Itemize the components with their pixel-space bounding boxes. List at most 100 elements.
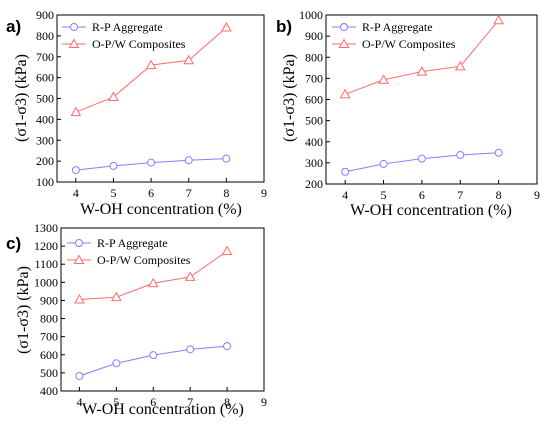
x-axis-title: W-OH concentration (%) [80, 201, 242, 218]
legend-item: R-P Aggregate [62, 20, 163, 34]
y-axis-title: (σ1-σ3) (kPa) [13, 54, 30, 142]
y-tick-label: 500 [40, 366, 58, 380]
y-axis-title: (σ1-σ3) (kPa) [281, 54, 298, 142]
data-point [494, 148, 503, 157]
x-tick-label: 7 [187, 395, 193, 409]
y-tick-label: 200 [305, 177, 323, 191]
data-point [147, 158, 156, 167]
y-tick-label: 1200 [34, 239, 58, 253]
x-tick-label: 9 [261, 186, 267, 200]
legend-item: R-P Aggregate [67, 236, 168, 250]
x-tick-label: 5 [110, 186, 116, 200]
legend-item: O-P/W Composites [332, 37, 456, 51]
data-point [341, 167, 350, 176]
data-point [109, 161, 118, 170]
y-tick-label: 700 [36, 50, 54, 64]
data-point [111, 291, 122, 302]
data-point [184, 156, 193, 165]
x-tick-label: 7 [457, 188, 463, 202]
data-point [223, 342, 232, 351]
data-point [186, 345, 195, 354]
data-point [71, 166, 80, 175]
panel-label: a) [6, 17, 21, 36]
y-tick-label: 800 [305, 50, 323, 64]
data-point [112, 359, 121, 368]
y-tick-label: 400 [305, 135, 323, 149]
legend-marker [340, 23, 348, 31]
data-point [183, 54, 195, 65]
data-point [149, 351, 158, 360]
data-point [70, 106, 82, 117]
legend-item: O-P/W Composites [62, 37, 186, 51]
legend-marker [70, 23, 78, 31]
series-rp-aggregate [71, 154, 231, 175]
data-point [74, 294, 85, 304]
x-tick-label: 9 [534, 188, 540, 202]
data-point [456, 151, 465, 160]
y-tick-label: 800 [36, 29, 54, 43]
legend-item: R-P Aggregate [332, 20, 433, 34]
legend-marker [68, 38, 80, 48]
y-tick-label: 900 [36, 8, 54, 22]
x-axis-title: W-OH concentration (%) [82, 401, 244, 418]
legend-label: O-P/W Composites [362, 37, 456, 51]
data-point [222, 154, 231, 163]
y-tick-label: 700 [305, 71, 323, 85]
data-point [379, 159, 388, 168]
x-tick-label: 8 [496, 188, 502, 202]
x-tick-label: 4 [76, 395, 82, 409]
data-point [147, 277, 159, 288]
data-point [378, 74, 389, 84]
series-line [79, 345, 228, 377]
x-tick-label: 5 [381, 188, 387, 202]
legend-label: O-P/W Composites [92, 37, 186, 51]
y-tick-label: 300 [36, 133, 54, 147]
data-point [221, 22, 232, 32]
y-tick-label: 200 [36, 154, 54, 168]
data-point [145, 59, 157, 70]
legend-label: O-P/W Composites [97, 253, 191, 267]
x-tick-label: 6 [148, 186, 154, 200]
y-tick-label: 500 [36, 92, 54, 106]
panel-label: c) [6, 234, 21, 253]
y-tick-label: 400 [40, 384, 58, 398]
data-point [184, 271, 196, 281]
y-axis-title: (σ1-σ3) (kPa) [15, 266, 32, 354]
series-op-w-composites [70, 22, 232, 117]
data-point [75, 371, 84, 380]
y-tick-label: 100 [36, 175, 54, 189]
series-rp-aggregate [341, 148, 503, 176]
chart-panel-3: 400 500 600 700 800 900 1000 1100 1200 1300 4 5 6 7 8 9… [6, 221, 267, 418]
series-op-w-composites [339, 14, 504, 99]
chart-panel-1: 100 200 300 400 500 600 700 800 900 4 5 6 7 8 9 W-OH co… [6, 8, 267, 218]
y-tick-label: 900 [40, 293, 58, 307]
y-tick-label: 1000 [299, 8, 323, 22]
y-tick-label: 300 [305, 156, 323, 170]
x-tick-label: 9 [261, 395, 267, 409]
series-op-w-composites [74, 245, 233, 304]
data-point [221, 245, 233, 256]
y-tick-label: 800 [40, 312, 58, 326]
series-rp-aggregate [75, 342, 232, 380]
y-tick-label: 1000 [34, 275, 58, 289]
data-point [454, 60, 466, 71]
y-tick-label: 500 [305, 114, 323, 128]
data-point [416, 66, 428, 76]
x-tick-label: 4 [73, 186, 79, 200]
x-tick-label: 7 [186, 186, 192, 200]
legend-label: R-P Aggregate [92, 20, 163, 34]
y-tick-label: 900 [305, 29, 323, 43]
y-tick-label: 1300 [34, 221, 58, 235]
data-point [339, 88, 351, 99]
legend-marker [338, 38, 350, 48]
legend-label: R-P Aggregate [97, 236, 168, 250]
data-point [108, 91, 119, 102]
chart-panel-2: 200 300 400 500 600 700 800 900 1000 4 5 6 7 8 9 W-OH c… [276, 8, 540, 219]
x-tick-label: 6 [419, 188, 425, 202]
x-tick-label: 6 [150, 395, 156, 409]
legend-marker [75, 239, 83, 247]
legend-label: R-P Aggregate [362, 20, 433, 34]
legend-marker [73, 254, 85, 264]
y-tick-label: 700 [40, 330, 58, 344]
